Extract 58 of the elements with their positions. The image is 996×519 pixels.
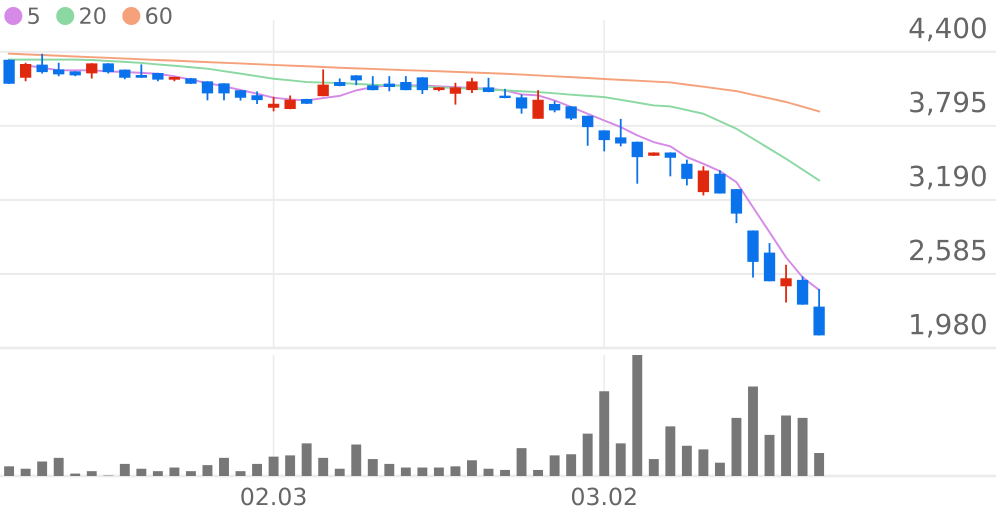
bar [665, 426, 676, 476]
bar [334, 468, 345, 476]
bar [120, 464, 130, 476]
bar [37, 461, 48, 476]
bar [648, 459, 659, 476]
bar [318, 458, 328, 476]
bar [748, 386, 758, 476]
bar [582, 434, 593, 476]
bar [732, 418, 742, 476]
bar [252, 464, 262, 476]
x-tick-label: 03.02 [572, 488, 636, 506]
bar [764, 434, 774, 476]
bar [434, 468, 444, 476]
bar [516, 448, 527, 476]
bar [86, 471, 97, 476]
bar [219, 458, 229, 476]
bar [533, 470, 544, 476]
y-tick-label: 3,795 [910, 91, 986, 116]
bar [682, 446, 692, 476]
y-tick-label: 1,980 [911, 314, 986, 338]
bar [417, 468, 428, 476]
bar [550, 455, 560, 476]
bar [54, 458, 64, 476]
bar [400, 468, 411, 476]
bar [484, 468, 494, 476]
bar [169, 468, 180, 476]
bar [302, 443, 312, 476]
bar [136, 468, 146, 476]
bar [202, 465, 212, 476]
legend-label: 20 [80, 7, 106, 24]
bar [450, 466, 460, 476]
bar [814, 453, 824, 476]
bar [4, 466, 14, 476]
bar [632, 355, 642, 476]
bar [500, 470, 510, 476]
y-tick-label: 2,585 [910, 240, 986, 264]
bar [467, 460, 477, 476]
bar [368, 459, 378, 476]
bar [781, 416, 792, 476]
bar [351, 444, 362, 476]
bar [268, 456, 279, 476]
y-tick-label: 3,190 [910, 166, 986, 190]
bar [566, 454, 576, 476]
legend-label: 5 [28, 8, 39, 24]
bar [714, 462, 725, 476]
bar [236, 471, 246, 476]
bar [798, 418, 808, 476]
x-tick-label: 02.03 [241, 488, 306, 506]
bar [616, 443, 626, 476]
bar [152, 471, 163, 476]
bar [698, 449, 708, 476]
bar [599, 391, 610, 476]
bar [186, 471, 196, 476]
bar [285, 455, 296, 476]
legend-label: 60 [146, 7, 172, 24]
y-tick-label: 4,400 [910, 17, 986, 42]
bar [384, 464, 394, 476]
bar [20, 468, 31, 476]
